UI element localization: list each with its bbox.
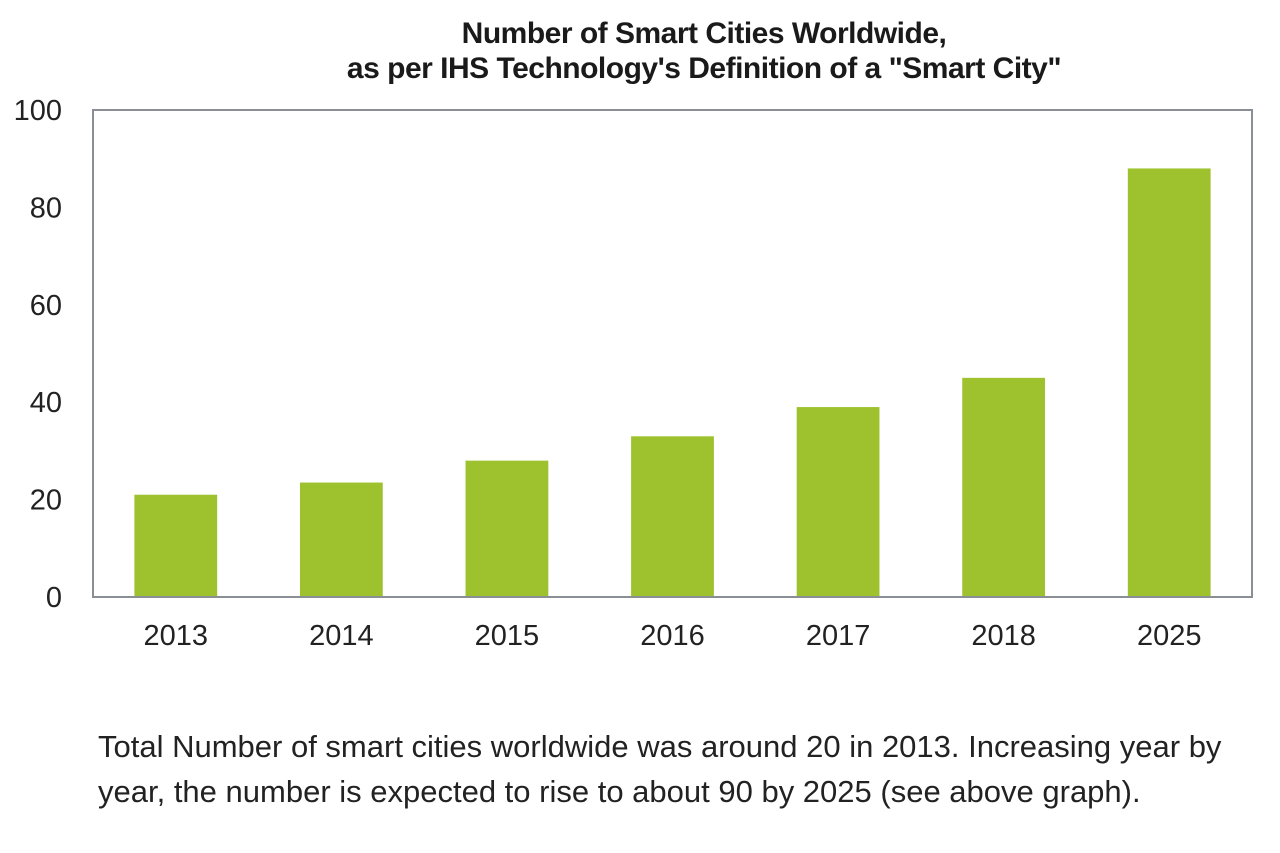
y-tick-label: 20 — [30, 485, 62, 517]
bar — [465, 460, 549, 597]
y-tick-label: 100 — [14, 95, 62, 127]
x-tick-label: 2015 — [475, 620, 540, 652]
bar — [796, 407, 880, 597]
x-tick-label: 2018 — [971, 620, 1036, 652]
bar — [299, 482, 383, 597]
bar-chart: 0 20 40 60 80 100 2013 2014 2015 2016 2017 2018 2025 — [14, 95, 1253, 652]
y-tick-label: 80 — [30, 192, 62, 224]
bar — [134, 494, 218, 597]
bar — [962, 377, 1046, 597]
chart-subtitle: as per IHS Technology's Definition of a … — [346, 52, 1062, 85]
x-tick-label: 2014 — [309, 620, 374, 652]
bar — [631, 436, 714, 597]
y-tick-label: 40 — [30, 387, 62, 419]
y-tick-label: 0 — [46, 582, 62, 614]
x-tick-label: 2013 — [144, 620, 209, 652]
bar — [1127, 168, 1211, 597]
y-tick-label: 60 — [30, 290, 62, 322]
chart-title: Number of Smart Cities Worldwide, — [461, 17, 947, 50]
x-tick-label: 2017 — [806, 620, 871, 652]
x-tick-label: 2025 — [1137, 620, 1202, 652]
chart-caption: Total Number of smart cities worldwide w… — [98, 729, 1222, 809]
chart-title-block: Number of Smart Cities Worldwide, as per… — [0, 16, 1280, 86]
x-tick-label: 2016 — [640, 620, 705, 652]
